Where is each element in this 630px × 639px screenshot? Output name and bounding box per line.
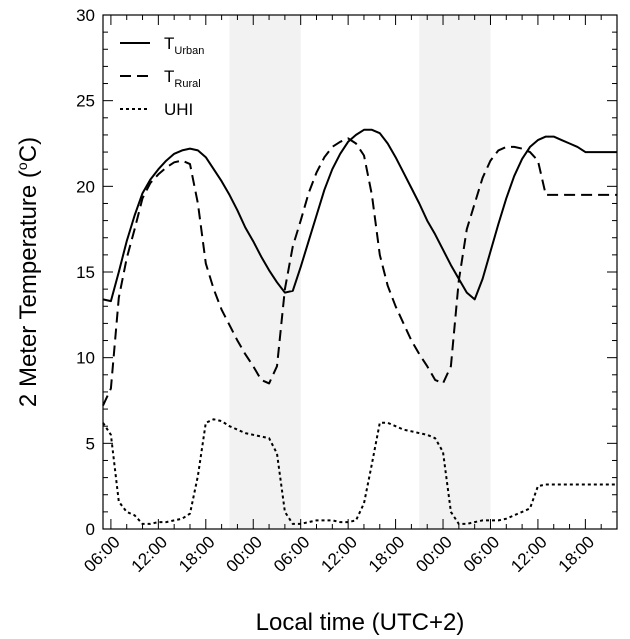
x-axis-ticks: 06:00 12:00 18:00 00:00 06:00 12:00 18:00 00:00…: [80, 15, 618, 576]
y-axis-title-sup: o: [14, 162, 30, 170]
series-solid-line: [102, 128, 617, 303]
x-tick-label: 06:00: [270, 532, 314, 576]
x-tick-label: 18:00: [175, 532, 219, 576]
series-lines: [102, 128, 617, 525]
y-axis-ticks: 0 5 10 15 20 25 30: [76, 6, 617, 539]
legend: TUrban TRural UHI: [120, 34, 204, 119]
x-tick-label: 18:00: [555, 532, 599, 576]
x-tick-label: 12:00: [128, 532, 172, 576]
y-tick-label: 0: [86, 520, 95, 539]
series-dotted-line: [102, 418, 617, 525]
y-tick-label: 10: [76, 349, 95, 368]
y-tick-label: 20: [76, 177, 95, 196]
y-tick-label: 25: [76, 92, 95, 111]
plot-frame: [102, 14, 618, 530]
series-dashed-line: [102, 137, 617, 407]
y-tick-label: 30: [76, 6, 95, 25]
legend-entry-label: TUrban: [164, 34, 204, 57]
y-axis-title-main: 2 Meter Temperature (: [15, 170, 42, 407]
legend-entry-label: TRural: [164, 67, 201, 90]
x-tick-label: 18:00: [365, 532, 409, 576]
y-axis-title-end: C): [15, 137, 42, 162]
x-tick-label: 12:00: [317, 532, 361, 576]
y-axis-title: 2 Meter Temperature (oC): [14, 137, 42, 407]
night-band-1: [229, 15, 301, 529]
y-tick-label: 15: [76, 263, 95, 282]
night-shading: [229, 15, 491, 529]
x-tick-label: 00:00: [412, 532, 456, 576]
x-tick-label: 12:00: [507, 532, 551, 576]
y-tick-label: 5: [86, 434, 95, 453]
legend-entry-label: UHI: [164, 100, 193, 119]
x-tick-label: 06:00: [460, 532, 504, 576]
x-tick-label: 00:00: [223, 532, 267, 576]
x-axis-title: Local time (UTC+2): [256, 609, 465, 636]
